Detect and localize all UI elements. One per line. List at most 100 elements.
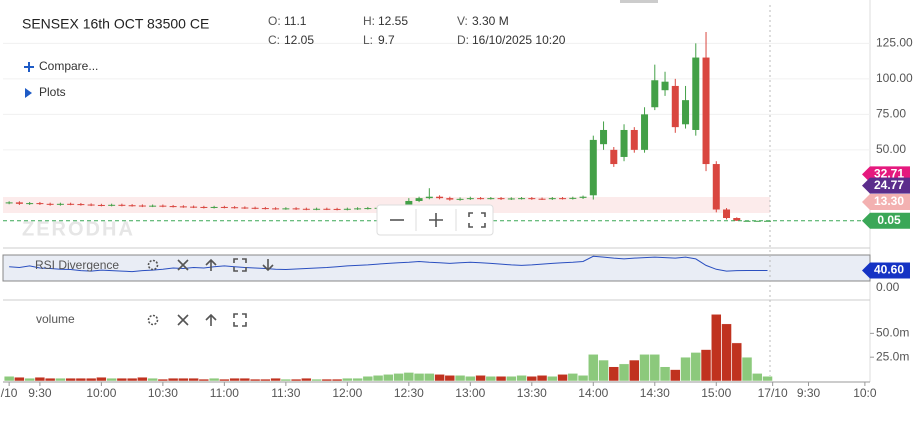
candle-body <box>5 202 13 204</box>
volume-bar <box>557 374 568 382</box>
candle-body <box>364 208 372 210</box>
y-tick-label: 75.00 <box>876 107 906 121</box>
fullscreen[interactable] <box>468 212 486 228</box>
candle-body <box>425 196 433 199</box>
volume-bar <box>167 377 179 382</box>
x-tick-label: 14:30 <box>640 386 670 400</box>
move-up-icon[interactable] <box>205 258 217 271</box>
volume-bar <box>96 376 107 382</box>
stat-value: 3.30 M <box>472 14 509 28</box>
volume-bar <box>65 377 76 382</box>
candle-body <box>354 208 362 210</box>
volume-bar <box>516 375 527 382</box>
candle-body <box>579 196 587 198</box>
candle-body <box>190 206 198 208</box>
x-tick-label: 12:30 <box>394 386 424 400</box>
rsi-label: RSI Divergence <box>35 258 119 272</box>
stat-value: 9.7 <box>378 33 395 47</box>
volume-bar <box>454 375 466 382</box>
volume-bar <box>639 354 650 382</box>
candle-body <box>200 206 208 208</box>
volume-bar <box>618 363 630 382</box>
volume-bar <box>690 352 702 382</box>
volume-bar <box>260 378 271 382</box>
stat-key: C: <box>268 33 280 47</box>
move-up-icon[interactable] <box>205 313 217 326</box>
remove-icon[interactable] <box>177 314 189 326</box>
maximize-icon[interactable] <box>233 258 247 272</box>
settings-icon[interactable] <box>147 259 159 271</box>
candle-body <box>56 203 64 205</box>
volume-bar <box>731 342 743 382</box>
volume-bar <box>413 373 425 382</box>
volume-bar <box>588 354 599 382</box>
move-down-icon[interactable] <box>262 259 274 272</box>
volume-bar <box>3 375 15 382</box>
candle-body <box>292 208 300 210</box>
stat-value: 16/10/2025 10:20 <box>472 33 566 47</box>
volume-bar <box>393 373 404 382</box>
volume-bar <box>598 359 609 382</box>
remove-icon[interactable] <box>177 259 189 271</box>
candle-body <box>692 57 700 130</box>
y-tick-label: 0.00 <box>876 280 900 294</box>
candle-body <box>456 198 464 200</box>
candle-body <box>210 206 218 208</box>
volume-bar <box>75 377 87 382</box>
candle-body <box>272 208 280 210</box>
volume-bar <box>116 377 128 382</box>
settings-icon[interactable] <box>147 314 159 326</box>
volume-bar <box>126 377 138 382</box>
volume-bar <box>506 375 517 382</box>
candle-body <box>477 198 485 200</box>
candle-body <box>67 203 75 205</box>
volume-bar <box>536 375 548 382</box>
candle-body <box>87 204 95 206</box>
candle-body <box>610 149 618 165</box>
plots-button[interactable]: Plots <box>39 85 66 99</box>
compare-icon[interactable] <box>24 62 34 72</box>
volume-bar <box>700 349 712 382</box>
volume-bar <box>85 377 97 382</box>
volume-bar <box>711 314 722 382</box>
instrument-title: SENSEX 16th OCT 83500 CE <box>22 16 209 32</box>
stat-key: L: <box>363 33 373 47</box>
candle-body <box>282 208 290 210</box>
candle-body <box>682 100 690 125</box>
candle-body <box>497 198 505 200</box>
compare-button[interactable]: Compare... <box>39 59 98 73</box>
volume-bar <box>178 377 189 382</box>
x-tick-label: 10:30 <box>148 386 178 400</box>
maximize-icon[interactable] <box>233 313 247 327</box>
rsi-panel <box>2 254 871 282</box>
volume-bar <box>137 376 148 382</box>
x-tick-label: 13:30 <box>517 386 547 400</box>
zoom-controls <box>376 204 494 236</box>
candle-body <box>333 208 341 210</box>
zoom-in[interactable] <box>429 213 443 227</box>
candle-body <box>323 208 331 210</box>
volume-bar <box>383 374 394 382</box>
drag-handle[interactable] <box>620 0 658 3</box>
candle-body <box>46 203 54 205</box>
price-flag <box>862 177 910 194</box>
volume-bar <box>608 366 620 382</box>
x-tick-label: 13:00 <box>455 386 485 400</box>
y-tick-label: 50.0m <box>876 326 909 340</box>
price-flag-label: 13.30 <box>874 194 904 208</box>
volume-bar <box>670 369 681 382</box>
plots-icon[interactable] <box>25 88 32 98</box>
candle-body <box>733 218 741 221</box>
stat-value: 12.55 <box>378 14 408 28</box>
volume-bar <box>680 356 691 382</box>
candle-body <box>241 207 249 209</box>
candle-body <box>108 204 116 206</box>
candle-body <box>518 198 526 200</box>
volume-bar <box>495 375 507 382</box>
volume-bar <box>208 377 220 382</box>
x-tick-label: /10 <box>1 386 18 400</box>
volume-tools <box>147 313 247 327</box>
candle-body <box>600 129 608 145</box>
stat-value: 11.1 <box>284 14 307 28</box>
x-tick-label: 11:00 <box>210 386 239 400</box>
